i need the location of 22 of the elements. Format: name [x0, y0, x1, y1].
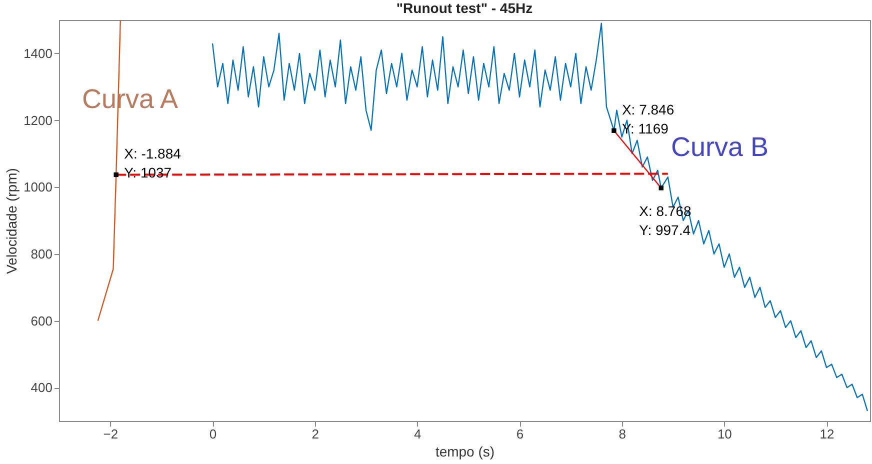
point	[612, 128, 616, 133]
x-tick-label: −2	[103, 426, 118, 442]
y-tick-label: 800	[30, 246, 52, 262]
point	[114, 172, 118, 178]
line-series	[212, 22, 868, 412]
chart-title: "Runout test" - 45Hz	[396, 0, 533, 16]
annotation: Curva B	[671, 132, 769, 162]
y-tick-label: 1000	[24, 180, 52, 195]
point	[658, 186, 664, 190]
x-tick-label: 0	[209, 426, 217, 442]
x-tick-label: 12	[820, 426, 834, 442]
y-tick-label: 1200	[24, 112, 52, 128]
x-tick-label: 10	[717, 426, 732, 442]
x-tick-label: 8	[618, 426, 626, 442]
x-tick-label: 4	[414, 426, 422, 442]
y-tick-label: 400	[30, 380, 52, 396]
y-tick-label: 600	[30, 313, 52, 328]
x-axis-title: tempo (s)	[435, 444, 495, 460]
x-tick-label: 2	[312, 426, 319, 442]
x-tick-label: 6	[516, 426, 524, 442]
y-axis-title: Velocidade (rpm)	[4, 168, 20, 274]
y-tick-label: 1400	[24, 46, 52, 61]
